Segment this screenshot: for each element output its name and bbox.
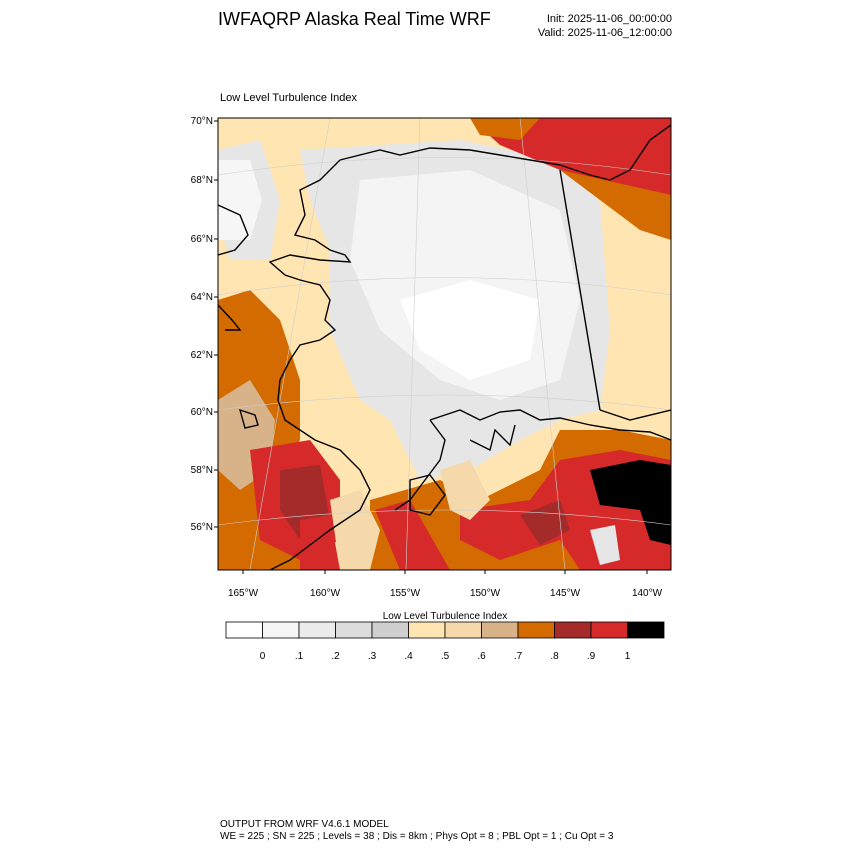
colorbar-swatch — [335, 621, 373, 639]
chukotka-coast — [218, 204, 249, 256]
model-info-line2: WE = 225 ; SN = 225 ; Levels = 38 ; Dis … — [220, 831, 614, 842]
longitude-label: 145°W — [550, 588, 581, 599]
beaufort-orange — [560, 170, 671, 240]
gulf-grey-blob — [590, 525, 620, 565]
colorbar-label: .6 — [477, 651, 486, 662]
colorbar-swatch — [627, 621, 665, 639]
colorbar-swatch — [481, 621, 519, 639]
colorbar-title: Low Level Turbulence Index — [383, 611, 508, 622]
kodiak-island — [409, 474, 446, 516]
colorbar-label: .7 — [514, 651, 523, 662]
valid-time: Valid: 2025-11-06_12:00:00 — [537, 27, 672, 39]
longitude-label: 160°W — [310, 588, 341, 599]
colorbar-swatch — [262, 621, 300, 639]
colorbar-label: .8 — [550, 651, 559, 662]
colorbar-label: .3 — [368, 651, 377, 662]
model-info-line1: OUTPUT FROM WRF V4.6.1 MODEL — [220, 819, 389, 830]
kodiak-red — [375, 500, 450, 570]
latitude-labels: 70°N 68°N 66°N 64°N 62°N 60°N 58°N 56°N — [191, 116, 218, 533]
gulf-black — [590, 460, 671, 545]
colorbar-swatch — [408, 621, 446, 639]
init-time: Init: 2025-11-06_00:00:00 — [546, 13, 672, 25]
gridline-lon — [405, 118, 421, 570]
prince-william-sound — [469, 424, 516, 452]
aleutian-red — [300, 515, 340, 570]
st-lawrence-island — [238, 408, 259, 429]
colorbar-label: .5 — [441, 651, 450, 662]
chukchi-light — [218, 160, 262, 240]
graticule — [218, 118, 671, 570]
colorbar-swatch — [517, 621, 555, 639]
latitude-label: 58°N — [191, 465, 213, 476]
colorbar-labels: 0 .1 .2 .3 .4 .5 .6 .7 .8 .9 1 — [260, 651, 631, 662]
colorbar-swatch — [590, 621, 628, 639]
west-coast — [268, 159, 371, 570]
latitude-label: 62°N — [191, 350, 213, 361]
yukon-coast — [609, 124, 671, 181]
gridline-lat — [218, 394, 671, 411]
latitude-label: 60°N — [191, 407, 213, 418]
plot-title: IWFAQRP Alaska Real Time WRF — [218, 9, 491, 29]
canada-border — [559, 169, 601, 411]
beaufort-orange-2 — [470, 118, 540, 140]
siberia-tip — [218, 304, 242, 331]
gridline-lat — [218, 277, 671, 296]
longitude-label: 155°W — [390, 588, 421, 599]
latitude-label: 64°N — [191, 292, 213, 303]
coastlines — [218, 124, 671, 570]
run-times: Init: 2025-11-06_00:00:00 Valid: 2025-11… — [538, 12, 672, 40]
map-subtitle: Low Level Turbulence Index — [220, 92, 357, 104]
gridline-lat — [218, 157, 671, 176]
colorbar-swatch — [371, 621, 409, 639]
model-info: OUTPUT FROM WRF V4.6.1 MODEL WE = 225 ; … — [220, 819, 613, 843]
longitude-labels: 165°W 160°W 155°W 150°W 145°W 140°W — [228, 570, 663, 599]
map-frame — [217, 117, 672, 571]
se-border — [599, 409, 671, 421]
colorbar-label: 0 — [260, 651, 266, 662]
interior-white — [400, 280, 540, 380]
colorbar-swatch — [225, 621, 263, 639]
colorbar — [225, 621, 665, 639]
kenai-coast — [394, 419, 446, 511]
colorbar-swatch — [298, 621, 336, 639]
longitude-label: 150°W — [470, 588, 501, 599]
colorbar-label: 1 — [625, 651, 631, 662]
colorbar-label: .9 — [587, 651, 596, 662]
longitude-label: 140°W — [632, 588, 663, 599]
colorbar-label: .1 — [295, 651, 304, 662]
gridline-lon — [249, 118, 331, 570]
map-field — [218, 118, 671, 570]
alaska-peninsula-light — [330, 490, 380, 570]
south-central-coast — [429, 409, 671, 441]
gridline-lat — [218, 509, 671, 526]
cook-inlet-light — [440, 460, 490, 520]
colorbar-label: .2 — [331, 651, 340, 662]
gulf-darkred — [520, 500, 570, 545]
latitude-label: 56°N — [191, 522, 213, 533]
north-coast — [339, 147, 611, 181]
longitude-label: 165°W — [228, 588, 259, 599]
gridline-lon — [519, 118, 566, 570]
latitude-label: 68°N — [191, 175, 213, 186]
latitude-label: 66°N — [191, 234, 213, 245]
colorbar-swatch — [444, 621, 482, 639]
colorbar-swatch — [554, 621, 592, 639]
latitude-label: 70°N — [191, 116, 213, 127]
colorbar-label: .4 — [404, 651, 413, 662]
